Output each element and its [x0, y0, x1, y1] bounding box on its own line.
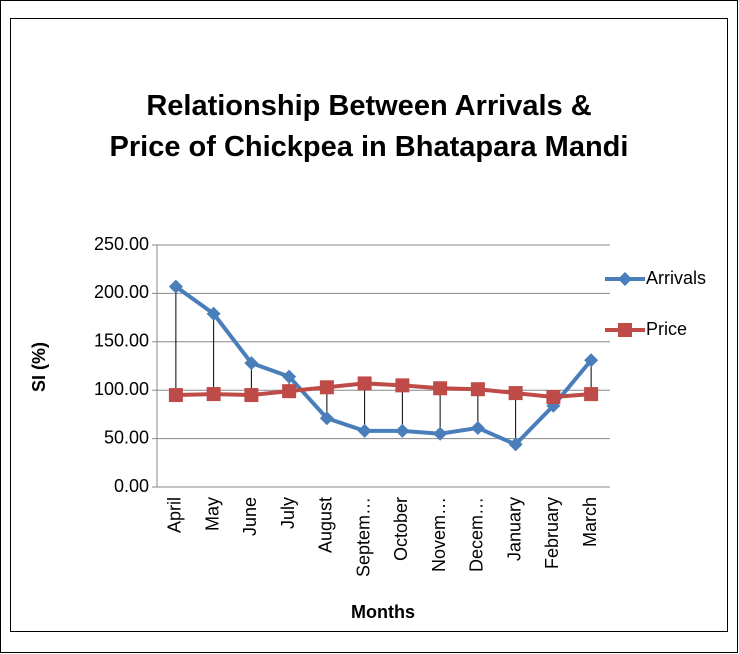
- x-tick-label: Septem…: [353, 497, 373, 577]
- x-tick-label: Decem…: [467, 497, 487, 572]
- data-point: [470, 420, 485, 435]
- data-point: [357, 423, 372, 438]
- data-point: [508, 386, 523, 401]
- chart-border: [10, 18, 728, 632]
- series-line: [174, 284, 593, 447]
- y-tick-label: 200.00: [94, 282, 149, 302]
- data-point: [470, 382, 485, 397]
- data-point: [206, 387, 221, 402]
- data-point: [584, 353, 599, 368]
- chart-title: Relationship Between Arrivals & Price of…: [109, 90, 629, 163]
- data-point: [433, 381, 448, 396]
- x-tick-label: January: [504, 497, 524, 561]
- y-tick-label: 150.00: [94, 331, 149, 351]
- data-point: [319, 380, 334, 395]
- legend-marker: [618, 272, 632, 286]
- x-axis-label: Months: [351, 602, 415, 622]
- legend-label: Arrivals: [646, 268, 706, 288]
- data-point: [433, 426, 448, 441]
- data-point: [282, 384, 297, 399]
- data-point: [244, 388, 259, 403]
- data-point: [319, 411, 334, 426]
- legend-marker: [618, 323, 632, 337]
- x-tick-label: March: [580, 497, 600, 547]
- data-point: [546, 389, 561, 404]
- data-point: [168, 279, 183, 294]
- data-point: [584, 387, 599, 402]
- x-tick-label: April: [165, 497, 185, 533]
- x-tick-label: Novem…: [429, 497, 449, 572]
- data-point: [508, 437, 523, 452]
- data-point: [395, 423, 410, 438]
- y-tick-label: 100.00: [94, 379, 149, 399]
- data-point: [282, 369, 297, 384]
- data-point: [168, 388, 183, 403]
- data-point: [357, 376, 372, 391]
- y-tick-label: 0.00: [114, 476, 149, 496]
- x-tick-label: August: [316, 497, 336, 553]
- legend-label: Price: [646, 319, 687, 339]
- y-tick-label: 250.00: [94, 234, 149, 254]
- y-axis-label: SI (%): [29, 342, 49, 392]
- data-point: [395, 378, 410, 393]
- x-tick-label: July: [278, 497, 298, 529]
- data-point: [206, 306, 221, 321]
- x-tick-label: June: [240, 497, 260, 536]
- x-tick-label: May: [202, 497, 222, 531]
- x-tick-label: February: [542, 497, 562, 569]
- y-tick-label: 50.00: [104, 427, 149, 447]
- x-tick-label: October: [391, 497, 411, 561]
- data-point: [244, 356, 259, 371]
